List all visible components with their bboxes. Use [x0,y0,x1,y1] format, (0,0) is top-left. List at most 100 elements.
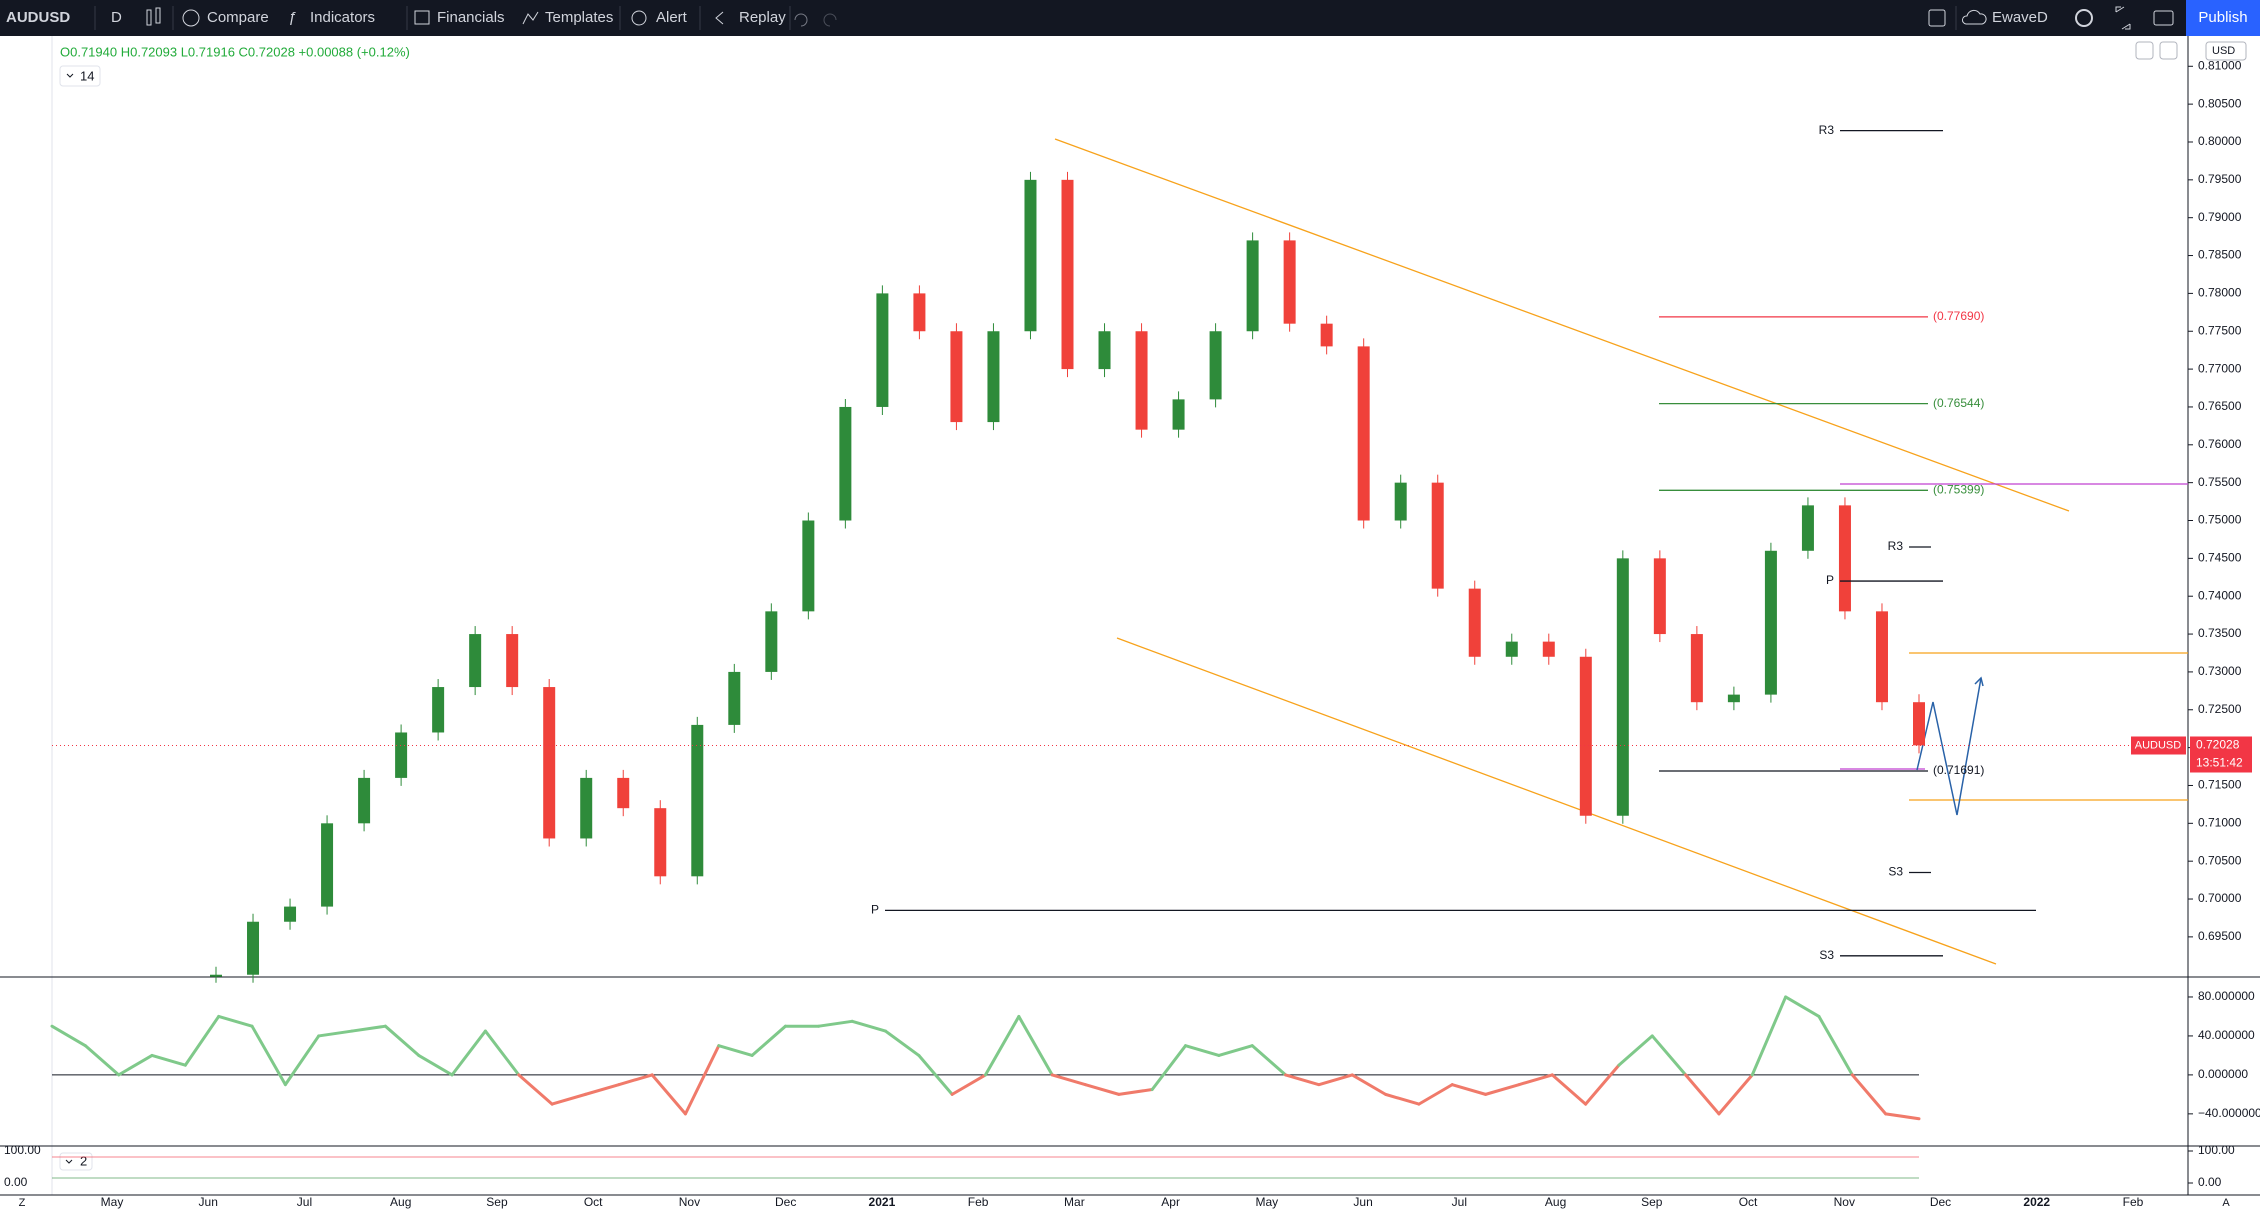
oscillator-segment [1484,1083,1521,1096]
x-tick-label: Nov [1834,1195,1855,1209]
x-tick-label: May [1256,1195,1279,1209]
indicator-count[interactable]: 2 [80,1153,87,1168]
publish-label[interactable]: Publish [2198,9,2247,26]
y-tick-label: 0.79500 [2198,172,2242,186]
fullscreen-icon[interactable] [2115,6,2131,30]
financials-icon[interactable] [414,10,430,25]
y-tick-label: 0.81000 [2198,58,2242,72]
snapshot-icon[interactable] [2153,10,2174,26]
oscillator-segment [617,1073,654,1087]
y-tick-label: 0.71000 [2198,815,2242,829]
replay-icon[interactable] [715,11,724,25]
toolbar-item[interactable]: Replay [739,9,786,26]
toolbar-item[interactable]: Alert [656,9,688,26]
interval[interactable]: D [111,9,122,26]
toolbar-item[interactable]: Indicators [310,9,375,26]
oscillator-segment [984,1014,1021,1077]
oscillator-segment [1750,995,1788,1077]
x-tick-label: 2022 [2023,1195,2050,1209]
oscillator-segment [150,1053,187,1067]
x-tick-label: Aug [1545,1195,1566,1209]
undo-icon[interactable] [794,13,808,27]
x-tick-label: Aug [390,1195,411,1209]
redo-icon[interactable] [823,13,837,27]
price-tag-bg [2190,736,2252,773]
candle [210,974,222,977]
publish-button[interactable] [2186,0,2260,36]
layout-name[interactable]: EwaveD [1992,9,2048,26]
candle [1838,505,1851,612]
oscillator-segment [1184,1044,1221,1057]
y-tick-label: 100.00 [2198,1143,2235,1157]
candle [1801,505,1814,551]
oscillator-segment [1850,1073,1888,1116]
candle [1135,331,1148,430]
oscillator-segment [850,1019,887,1033]
alert-icon[interactable] [631,10,647,26]
y-tick-label: 0.73500 [2198,626,2242,640]
candle [1098,331,1111,370]
toolbar-item[interactable]: Financials [437,9,505,26]
oscillator-segment [50,1024,87,1048]
y-tick-label: 0.75500 [2198,475,2242,489]
settings-icon[interactable] [2075,9,2093,27]
candle [395,732,408,778]
toolbar-item[interactable]: Compare [207,9,269,26]
candle [1246,240,1259,332]
y-tick-label: 0.77000 [2198,361,2242,375]
candle [284,906,297,922]
candle [1653,558,1666,635]
corner-button[interactable]: A [2222,1197,2230,1209]
candle [728,671,741,725]
candle [1764,550,1777,695]
candle [1727,694,1740,703]
symbol[interactable]: AUDUSD [6,9,70,26]
oscillator-segment [1684,1073,1721,1116]
oscillator-segment [1384,1092,1421,1106]
indicators-icon[interactable]: ƒ [288,9,296,26]
x-tick-label: Jun [1353,1195,1372,1209]
level-label: (0.75399) [1933,482,1984,496]
y-tick-label: 0.75000 [2198,513,2242,527]
indicator-count[interactable]: 14 [80,68,94,83]
chart-style-icon[interactable] [146,7,161,26]
x-tick-label: Nov [679,1195,700,1209]
reset-button[interactable] [2159,41,2178,60]
oscillator-segment [450,1029,487,1077]
oscillator-segment [883,1029,921,1057]
level-label: (0.76544) [1933,396,1984,410]
toolbar-item[interactable]: Templates [545,9,613,26]
indicator-toggle[interactable] [59,65,101,87]
candle [1616,558,1629,816]
candle [1579,656,1592,816]
candle [1913,702,1925,746]
candle [1357,346,1370,521]
compare-icon[interactable] [182,9,200,27]
x-tick-label: Mar [1064,1195,1085,1209]
cloud-icon[interactable] [1962,9,1987,25]
y-tick-label: 0.69500 [2198,929,2242,943]
oscillator-segment [1250,1044,1288,1077]
corner-button[interactable]: Z [19,1197,26,1209]
layout-icon[interactable] [1928,9,1946,27]
oscillator-segment [1817,1014,1854,1077]
oscillator-segment [317,1029,354,1038]
currency-selector[interactable] [2205,41,2247,61]
x-tick-label: Jul [1452,1195,1467,1209]
level-label: P [871,903,879,917]
scroll-button[interactable] [2135,41,2154,60]
y-tick-label: 0.74500 [2198,551,2242,565]
templates-icon[interactable] [522,11,539,25]
y-tick-label: 0.71500 [2198,778,2242,792]
oscillator-segment [383,1024,421,1057]
oscillator-segment [1884,1112,1921,1121]
y-tick-label: 40.000000 [2198,1028,2255,1042]
candle [469,634,482,688]
oscillator-segment [717,1044,754,1057]
y-tick-label: −40.000000 [2198,1106,2260,1120]
y-tick-label: 0.76500 [2198,399,2242,413]
candle [1394,482,1407,521]
chevron [66,73,74,78]
currency[interactable]: USD [2212,45,2235,57]
